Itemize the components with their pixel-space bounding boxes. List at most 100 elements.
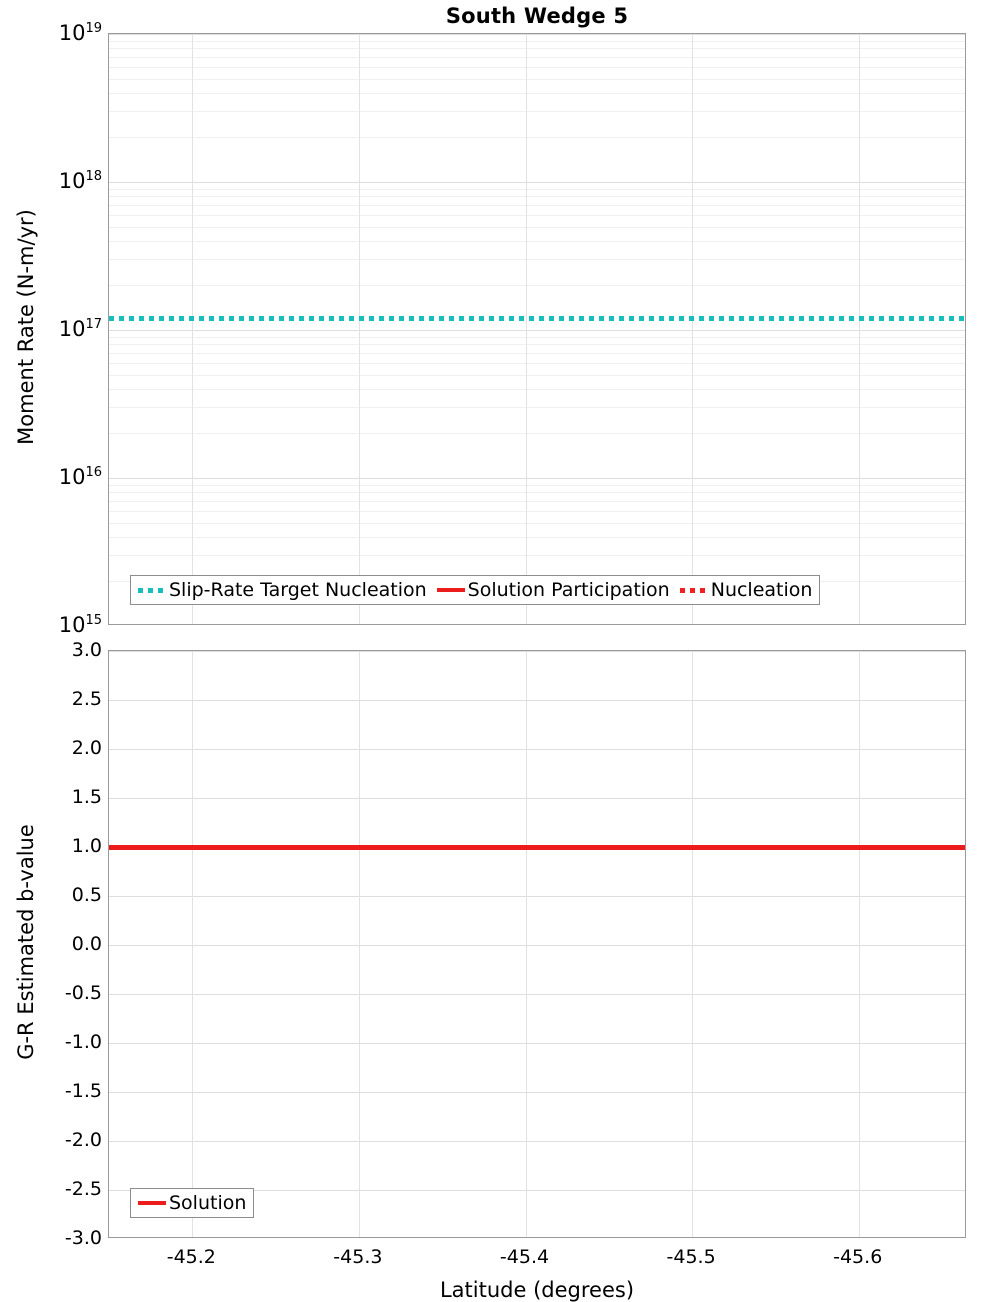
gridline-horizontal [109, 407, 965, 409]
gridline-horizontal [109, 196, 965, 198]
gridline-horizontal [109, 555, 965, 557]
x-tick-label: -45.2 [166, 1246, 216, 1268]
gridline-horizontal [109, 484, 965, 486]
x-axis-title: Latitude (degrees) [439, 1278, 635, 1302]
gridline-horizontal [109, 78, 965, 80]
legend-label: Slip-Rate Target Nucleation [169, 579, 427, 601]
gridline-horizontal [109, 700, 965, 701]
gridline-horizontal [109, 56, 965, 58]
legend-entry[interactable]: Slip-Rate Target Nucleation [138, 579, 437, 601]
legend-entry[interactable]: Solution Participation [436, 579, 680, 601]
gridline-horizontal [109, 48, 965, 50]
gridline-horizontal [109, 188, 965, 190]
gridline-horizontal [109, 214, 965, 216]
gridline-horizontal [109, 259, 965, 261]
gridline-vertical [692, 651, 694, 1237]
legend-entry[interactable]: Solution [138, 1192, 246, 1214]
gridline-horizontal [109, 492, 965, 494]
gridline-horizontal [109, 651, 965, 652]
gridline-horizontal [109, 388, 965, 390]
legend-label: Solution Participation [467, 579, 670, 601]
y-tick-label: 1019 [58, 21, 102, 45]
y-tick-label: -2.5 [64, 1178, 102, 1200]
gridline-horizontal [109, 522, 965, 524]
x-tick-label: -45.6 [833, 1246, 883, 1268]
axes-moment-rate [108, 33, 966, 625]
y-tick-label: 2.5 [71, 688, 102, 710]
legend-line-swatch [138, 1201, 166, 1205]
gridline-horizontal [109, 182, 965, 183]
gridline-horizontal [109, 330, 965, 331]
gridline-vertical [192, 34, 194, 624]
y-tick-label: -1.0 [64, 1031, 102, 1053]
gridline-vertical [525, 34, 527, 624]
gridline-horizontal [109, 478, 965, 479]
gridline-horizontal [109, 433, 965, 435]
legend-top[interactable]: Slip-Rate Target Nucleation Solution Part… [130, 575, 821, 605]
axes-b-value [108, 650, 966, 1238]
gridline-horizontal [109, 344, 965, 346]
gridline-horizontal [109, 510, 965, 512]
y-tick-label: 1017 [58, 317, 102, 341]
gridline-horizontal [109, 34, 965, 35]
legend-line-swatch [679, 587, 708, 593]
gridline-horizontal [109, 945, 965, 946]
y-tick-label: 2.0 [71, 737, 102, 759]
gridline-horizontal [109, 1141, 965, 1142]
gridline-horizontal [109, 226, 965, 228]
y-tick-label: 0.0 [71, 933, 102, 955]
y-tick-label: 3.0 [71, 639, 102, 661]
gridline-horizontal [109, 798, 965, 799]
gridline-horizontal [109, 40, 965, 42]
gridline-horizontal [109, 374, 965, 376]
x-tick-label: -45.4 [499, 1246, 550, 1268]
gridline-horizontal [109, 111, 965, 113]
y-tick-label: -3.0 [64, 1227, 102, 1249]
gridline-horizontal [109, 66, 965, 68]
y-axis-title-top: Moment Rate (N-m/yr) [14, 209, 38, 445]
x-tick-label: -45.5 [666, 1246, 716, 1268]
gridline-vertical [858, 34, 860, 624]
series-line-solution [109, 844, 965, 850]
gridline-vertical [525, 651, 527, 1237]
gridline-horizontal [109, 240, 965, 242]
legend-label: Nucleation [710, 579, 813, 601]
y-tick-label: 1015 [58, 613, 102, 637]
gridline-horizontal [109, 1043, 965, 1044]
series-line-slip-rate-target-nucleation [109, 315, 965, 321]
x-tick-label: -45.3 [333, 1246, 383, 1268]
gridline-horizontal [109, 1190, 965, 1191]
gridline-horizontal [109, 500, 965, 502]
gridline-vertical [358, 651, 360, 1237]
gridline-horizontal [109, 137, 965, 139]
gridline-horizontal [109, 896, 965, 897]
gridline-horizontal [109, 352, 965, 354]
gridline-vertical [858, 651, 860, 1237]
gridline-horizontal [109, 92, 965, 94]
y-tick-label: 0.5 [71, 884, 102, 906]
gridline-horizontal [109, 749, 965, 750]
y-tick-label: 1018 [58, 169, 102, 193]
gridline-horizontal [109, 362, 965, 364]
gridline-horizontal [109, 204, 965, 206]
legend-bottom[interactable]: Solution [130, 1188, 255, 1218]
legend-label: Solution [169, 1192, 247, 1214]
y-tick-label: -1.5 [64, 1080, 102, 1102]
y-tick-label: -2.0 [64, 1129, 102, 1151]
y-axis-title-bottom: G-R Estimated b-value [14, 824, 38, 1060]
y-tick-label: 1016 [58, 465, 102, 489]
gridline-horizontal [109, 994, 965, 995]
y-tick-label: -0.5 [64, 982, 102, 1004]
legend-entry[interactable]: Nucleation [679, 579, 813, 601]
legend-line-swatch [436, 588, 465, 592]
gridline-horizontal [109, 285, 965, 287]
page-title: South Wedge 5 [445, 4, 629, 28]
gridline-horizontal [109, 536, 965, 538]
gridline-horizontal [109, 1092, 965, 1093]
gridline-vertical [358, 34, 360, 624]
gridline-vertical [692, 34, 694, 624]
y-tick-label: 1.5 [71, 786, 102, 808]
y-tick-label: 1.0 [71, 835, 102, 857]
legend-line-swatch [138, 587, 166, 593]
